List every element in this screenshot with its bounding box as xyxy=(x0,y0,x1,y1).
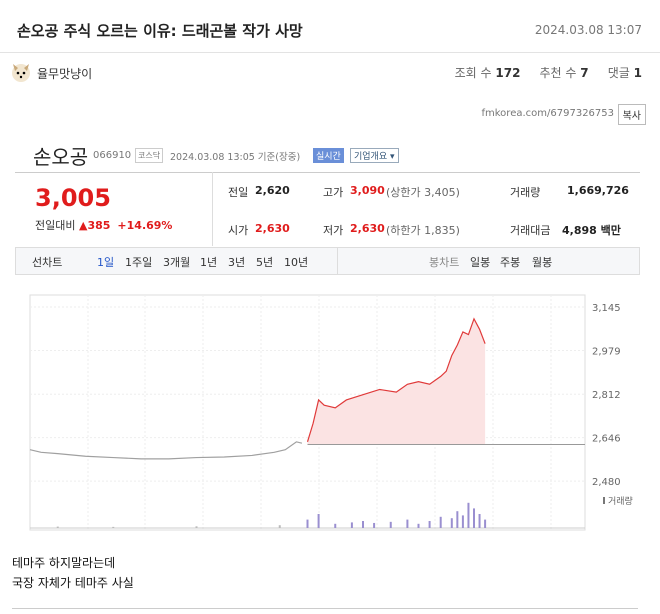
divider xyxy=(12,608,638,609)
area xyxy=(307,318,486,445)
stat-label: 저가 xyxy=(323,224,344,237)
change: 385 xyxy=(87,219,111,232)
stat-note: (하한가 1,835) xyxy=(386,224,460,237)
volume-bar xyxy=(195,526,198,528)
price: 3,005 xyxy=(35,184,111,212)
divider xyxy=(0,52,660,53)
y-tick-label: 2,480 xyxy=(592,477,621,488)
tab: 선차트 xyxy=(32,256,63,269)
volume-bar xyxy=(406,519,409,528)
post-title: 손오공 주식 오르는 이유: 드래곤볼 작가 사망 xyxy=(17,22,303,40)
stat-label: 전일 xyxy=(228,186,249,199)
stock-code: 066910 xyxy=(93,150,132,161)
stat-label: 시가 xyxy=(228,224,249,237)
y-tick-label: 2,646 xyxy=(592,434,621,445)
company-info[interactable]: 기업개요 ▾ xyxy=(350,148,399,163)
volume-bar xyxy=(467,502,470,528)
tab-bar xyxy=(15,247,640,275)
volume-bar xyxy=(461,515,464,528)
price-line xyxy=(306,317,486,443)
y-tick-label: 2,979 xyxy=(592,346,621,357)
divider xyxy=(337,247,338,275)
realtime-badge[interactable]: 실시간 xyxy=(313,148,344,163)
tab[interactable]: 5년 xyxy=(256,256,274,269)
votes: 7 xyxy=(580,66,589,80)
divider xyxy=(15,172,640,173)
price-line xyxy=(29,441,303,460)
tab[interactable]: 주봉 xyxy=(500,256,521,269)
y-tick-label: 3,145 xyxy=(592,303,621,314)
stat-value: 1,669,726 xyxy=(567,184,629,197)
tab[interactable]: 1일 xyxy=(97,256,115,269)
tab[interactable]: 3개월 xyxy=(163,256,191,269)
stat-label: 거래량 xyxy=(510,186,541,199)
post-url[interactable]: fmkorea.com/6797326753 xyxy=(481,108,614,119)
tab[interactable]: 1년 xyxy=(200,256,218,269)
volume-bar xyxy=(334,523,337,528)
volume-bar xyxy=(112,526,115,528)
volume-bar xyxy=(362,521,364,528)
volume-bar xyxy=(373,522,376,528)
plot-frame xyxy=(29,294,586,531)
stat-note: (상한가 3,405) xyxy=(386,186,460,199)
volume-bar xyxy=(439,516,442,528)
volume-bar xyxy=(278,525,281,528)
stat-value: 4,898 백만 xyxy=(562,224,621,237)
divider xyxy=(212,172,213,246)
tab[interactable]: 3년 xyxy=(228,256,246,269)
avatar xyxy=(12,64,30,82)
volume-bar xyxy=(428,521,431,528)
volume-bar xyxy=(350,522,353,528)
volume-icon xyxy=(603,497,605,504)
body-line: 테마주 하지말라는데 xyxy=(12,556,116,570)
volume-bar xyxy=(450,518,453,528)
tab[interactable]: 10년 xyxy=(284,256,309,269)
comments-label: 댓글 xyxy=(607,66,630,80)
body-line: 국장 자체가 테마주 사실 xyxy=(12,576,134,590)
author[interactable]: 율무맛냥이 xyxy=(37,67,93,81)
stock-time: 2024.03.08 13:05 기준(장중) xyxy=(170,152,301,163)
tab[interactable]: 일봉 xyxy=(470,256,491,269)
volume-label: 거래량 xyxy=(608,495,633,507)
volume-bar xyxy=(317,514,320,528)
post-stats: 조회 수 172 추천 수 7 댓글 1 xyxy=(455,64,642,81)
stat-label: 고가 xyxy=(323,186,344,199)
change-pct: +14.69% xyxy=(117,219,173,232)
stat-value: 2,620 xyxy=(255,184,290,197)
change-label: 전일대비 xyxy=(35,219,76,232)
volume-bar xyxy=(417,523,420,528)
stat-value: 3,090 xyxy=(350,184,385,197)
volume-bar xyxy=(306,519,309,528)
volume-bar xyxy=(456,511,459,528)
stat-label: 거래대금 xyxy=(510,224,551,237)
y-tick-label: 2,812 xyxy=(592,390,621,401)
stock-name: 손오공 xyxy=(33,145,89,169)
stat-value: 2,630 xyxy=(350,222,385,235)
tab: 봉차트 xyxy=(429,256,460,269)
volume-bar xyxy=(389,521,392,528)
stat-value: 2,630 xyxy=(255,222,290,235)
comments: 1 xyxy=(633,66,642,80)
volume-bar xyxy=(56,526,59,528)
tab[interactable]: 1주일 xyxy=(125,256,153,269)
tab[interactable]: 월봉 xyxy=(532,256,553,269)
post-date: 2024.03.08 13:07 xyxy=(534,23,642,37)
views: 172 xyxy=(495,66,521,80)
views-label: 조회 수 xyxy=(454,66,492,80)
copy-button[interactable]: 복사 xyxy=(617,104,646,125)
volume-bar xyxy=(484,519,487,528)
market-badge: 코스닥 xyxy=(135,148,164,163)
company-info-text: 기업개요 xyxy=(354,152,388,162)
volume-bar xyxy=(478,514,481,528)
volume-bar xyxy=(473,508,475,528)
votes-label: 추천 수 xyxy=(539,66,577,80)
change-row: 전일대비 ▲385 +14.69% xyxy=(35,219,173,232)
